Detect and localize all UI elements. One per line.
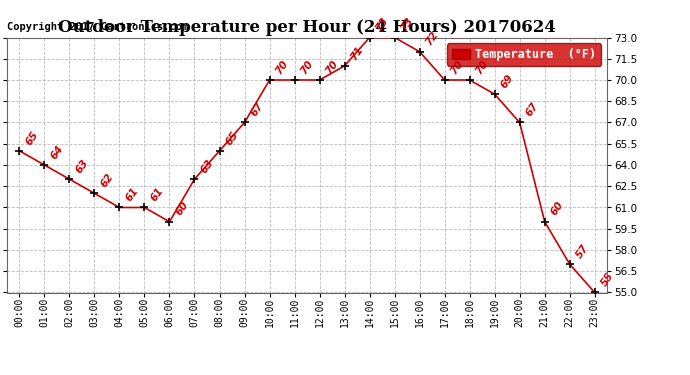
Text: 60: 60 (549, 200, 565, 217)
Text: 61: 61 (124, 186, 140, 203)
Title: Outdoor Temperature per Hour (24 Hours) 20170624: Outdoor Temperature per Hour (24 Hours) … (58, 19, 556, 36)
Text: 69: 69 (499, 72, 515, 90)
Text: 63: 63 (74, 158, 90, 175)
Text: 67: 67 (524, 101, 540, 118)
Text: 72: 72 (424, 30, 440, 48)
Text: 73: 73 (374, 16, 391, 33)
Text: 70: 70 (324, 58, 340, 76)
Text: 55: 55 (599, 271, 615, 288)
Text: 70: 70 (448, 58, 465, 76)
Text: 65: 65 (224, 129, 240, 147)
Legend: Temperature  (°F): Temperature (°F) (447, 44, 601, 66)
Text: 73: 73 (399, 16, 415, 33)
Text: 62: 62 (99, 171, 115, 189)
Text: 70: 70 (474, 58, 491, 76)
Text: 65: 65 (23, 129, 40, 147)
Text: 70: 70 (299, 58, 315, 76)
Text: 71: 71 (348, 44, 365, 62)
Text: 67: 67 (248, 101, 265, 118)
Text: 63: 63 (199, 158, 215, 175)
Text: Copyright 2017 Cartronics.com: Copyright 2017 Cartronics.com (7, 22, 188, 32)
Text: 64: 64 (48, 143, 65, 161)
Text: 61: 61 (148, 186, 165, 203)
Text: 70: 70 (274, 58, 290, 76)
Text: 60: 60 (174, 200, 190, 217)
Text: 57: 57 (574, 242, 591, 260)
